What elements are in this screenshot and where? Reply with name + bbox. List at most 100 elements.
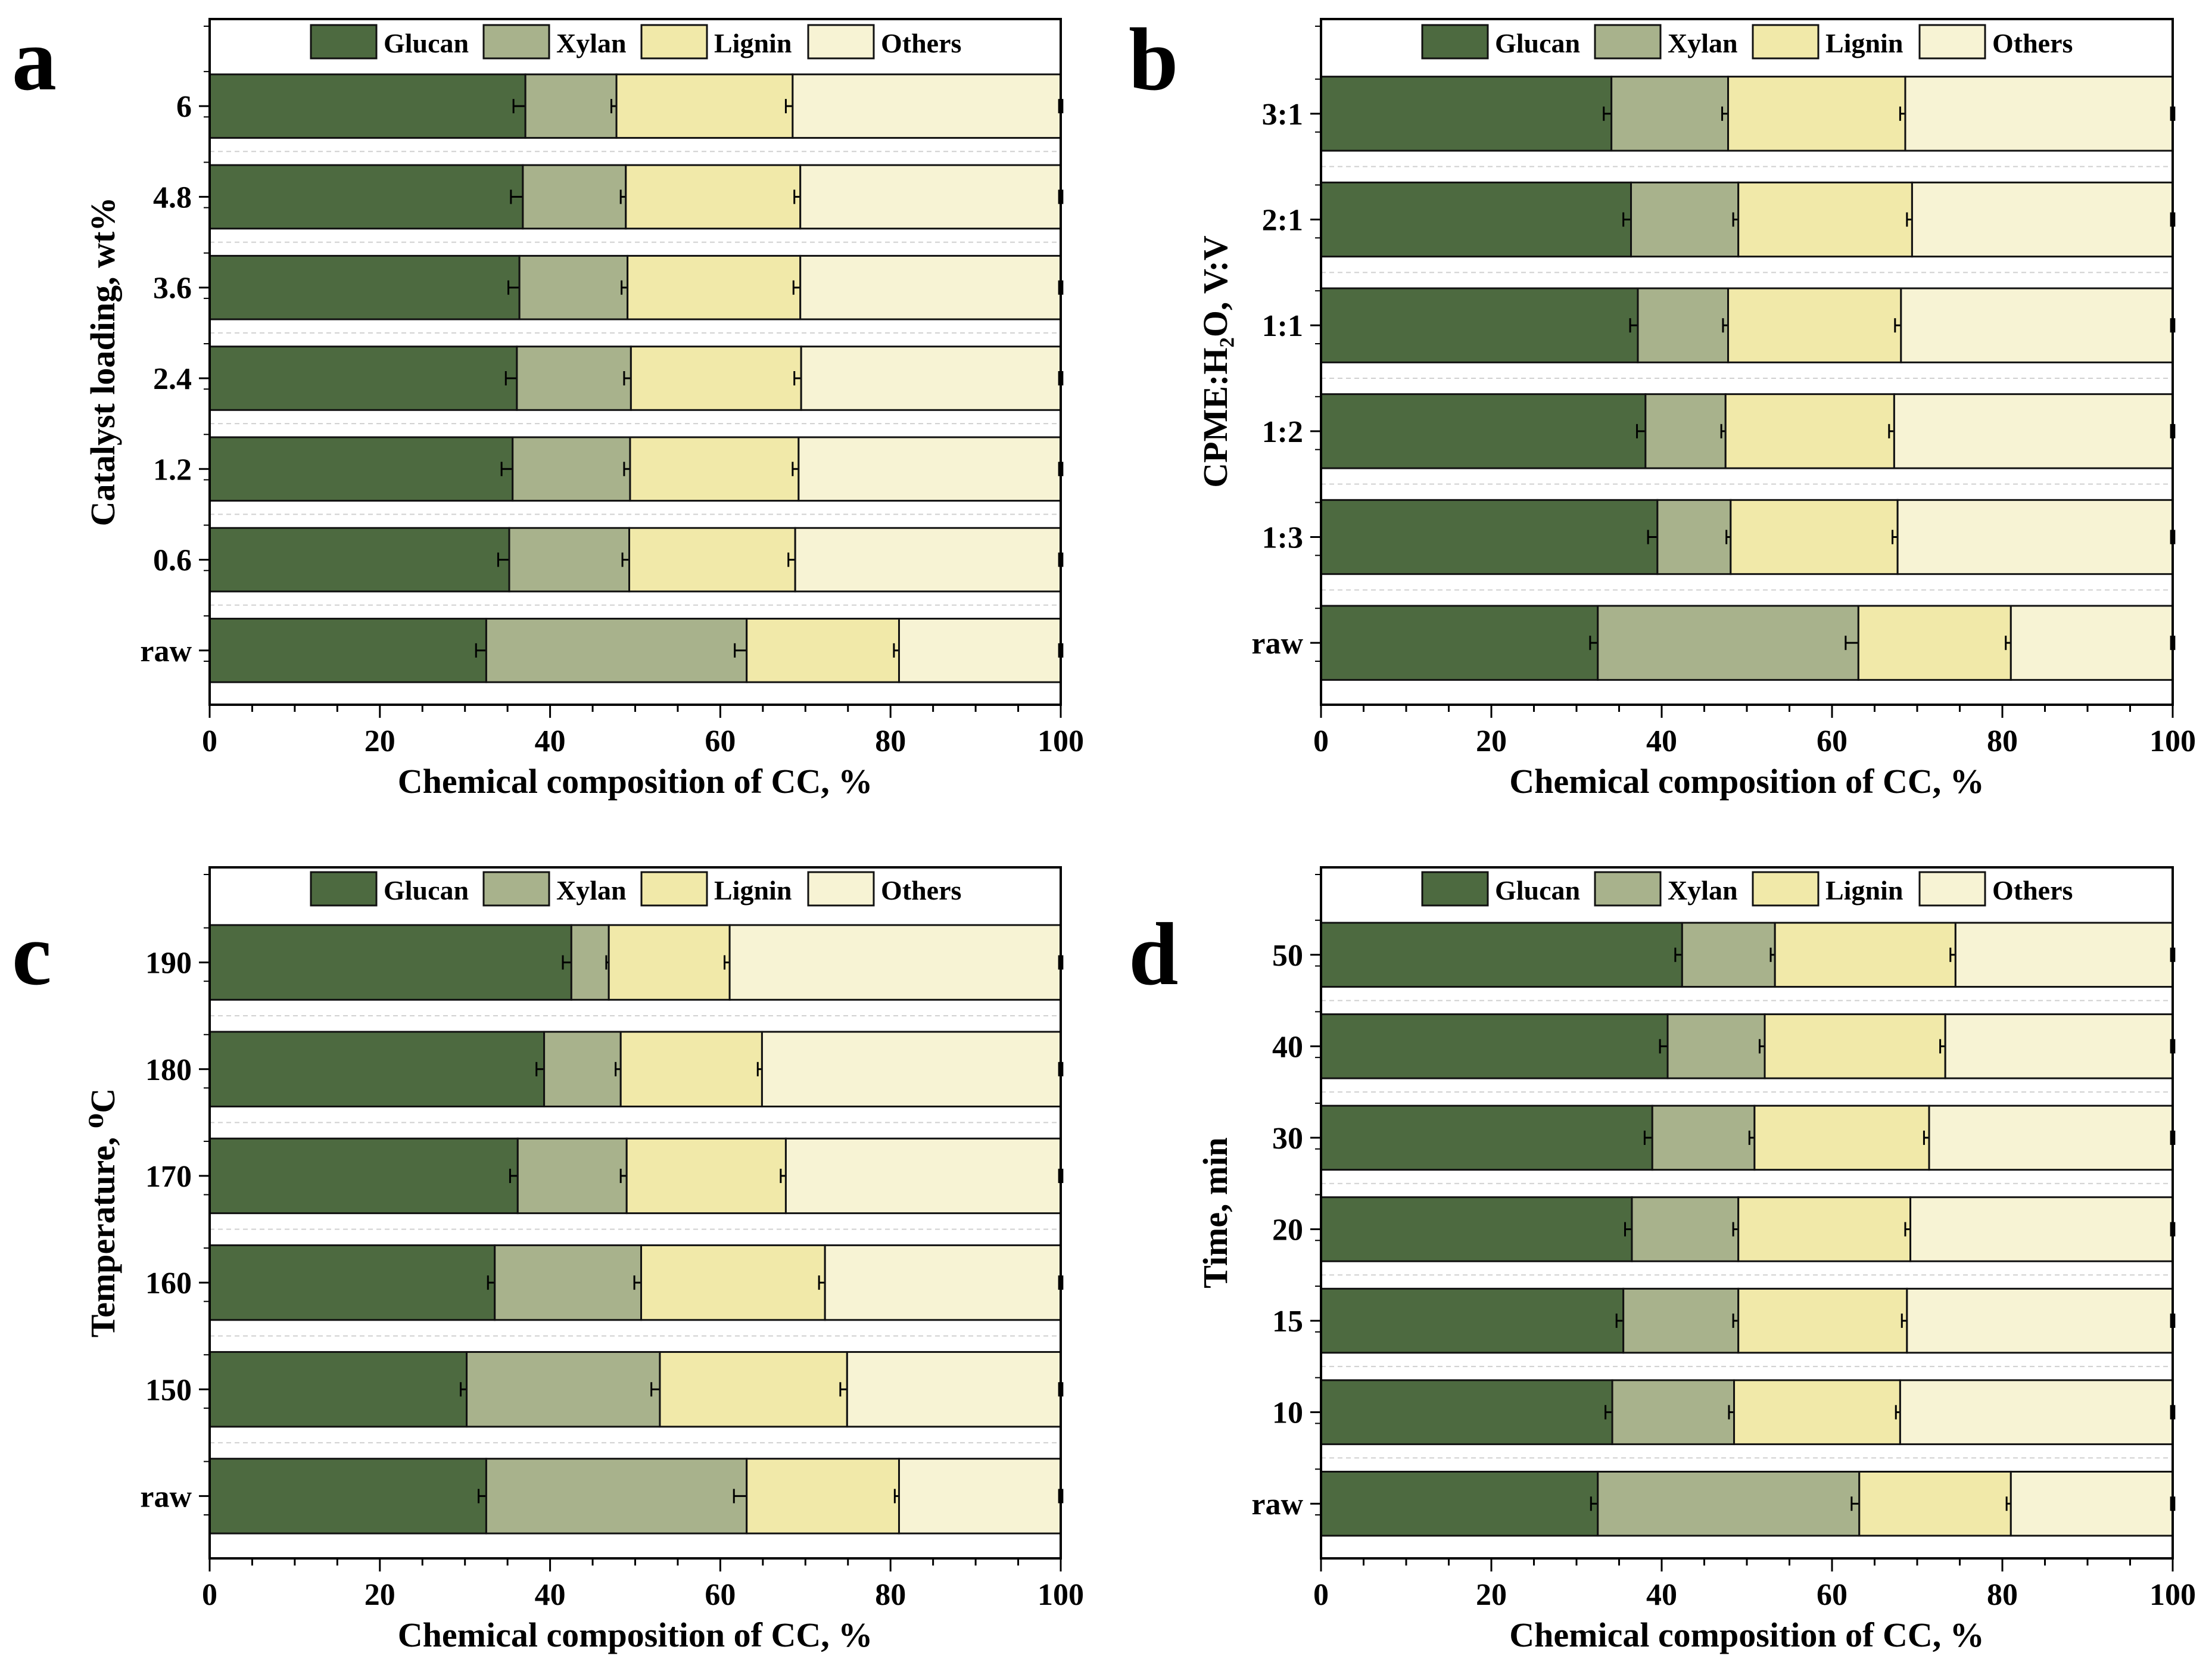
bar-segment-glucan xyxy=(1320,76,1613,152)
bar-segment-others xyxy=(1928,1104,2174,1171)
bar-segment-glucan xyxy=(1320,499,1659,575)
y-tick-label: 10 xyxy=(1272,1396,1303,1430)
x-tick-label: 80 xyxy=(1987,724,2018,758)
bar-segment-xylan xyxy=(1610,76,1730,152)
bar-segment-others xyxy=(784,1137,1062,1215)
legend: Glucan Xylan Lignin Others xyxy=(1421,871,2073,907)
bar-segment-glucan xyxy=(208,924,572,1001)
legend-swatch-lignin xyxy=(640,871,708,907)
bar-segment-lignin xyxy=(746,618,900,683)
bar-segment-lignin xyxy=(1737,1196,1912,1262)
bar-segment-others xyxy=(1954,922,2174,988)
x-tick-label: 100 xyxy=(1038,1578,1084,1612)
bar-segment-lignin xyxy=(1857,605,2012,681)
bar-segment-others xyxy=(898,1458,1062,1535)
legend-label: Others xyxy=(881,875,961,905)
bar-segment-xylan xyxy=(1666,1013,1766,1079)
bar-segment-xylan xyxy=(485,1458,748,1535)
x-tick-label: 20 xyxy=(364,724,395,758)
bar-segment-others xyxy=(800,346,1062,411)
bar-segment-xylan xyxy=(466,1351,661,1428)
bar-segment-xylan xyxy=(1630,181,1740,258)
legend-swatch-xylan xyxy=(482,24,550,60)
bar-segment-xylan xyxy=(570,924,610,1001)
bar-segment-xylan xyxy=(516,346,632,411)
y-tick-label: 20 xyxy=(1272,1213,1303,1247)
legend-swatch-glucan xyxy=(310,871,378,907)
y-tick-label: 4.8 xyxy=(153,180,192,214)
panel-label: b xyxy=(1129,10,1178,109)
bar-segment-xylan xyxy=(1656,499,1732,575)
bar-segment-lignin xyxy=(615,73,794,139)
bar-segment-lignin xyxy=(1733,1379,1901,1445)
x-tick-label: 60 xyxy=(1817,724,1848,758)
bar-segment-others xyxy=(761,1031,1062,1107)
y-tick-label: 2:1 xyxy=(1262,204,1303,238)
y-tick-label: raw xyxy=(140,634,192,668)
x-tick-label: 0 xyxy=(202,724,217,758)
legend: Glucan Xylan Lignin Others xyxy=(1421,24,2073,60)
legend-swatch-glucan xyxy=(310,24,378,60)
bar-segment-lignin xyxy=(628,527,796,593)
bar-segment-xylan xyxy=(1611,1379,1736,1445)
legend-swatch-xylan xyxy=(1594,24,1662,60)
bar-segment-glucan xyxy=(1320,1104,1653,1171)
y-tick-label: 50 xyxy=(1272,939,1303,973)
bar-segment-xylan xyxy=(1622,1287,1740,1354)
legend: Glucan Xylan Lignin Others xyxy=(310,871,961,907)
bar-segment-xylan xyxy=(1644,393,1727,469)
y-tick-label: 30 xyxy=(1272,1122,1303,1156)
bar-segment-glucan xyxy=(208,164,524,230)
bar-segment-glucan xyxy=(1320,1379,1613,1445)
x-tick-label: 0 xyxy=(202,1578,217,1612)
legend-label: Others xyxy=(1992,28,2073,58)
bar-segment-glucan xyxy=(1320,605,1599,681)
panel-c: c raw 150 160 170 180 190 0 20 40 60 80 100 Chemical … xyxy=(12,866,1084,1654)
legend-swatch-lignin xyxy=(1752,24,1820,60)
bar-segment-others xyxy=(799,164,1062,230)
x-tick-label: 60 xyxy=(1817,1578,1848,1612)
legend-label: Glucan xyxy=(384,875,469,905)
legend-swatch-lignin xyxy=(640,24,708,60)
bar-segment-others xyxy=(2010,605,2174,681)
x-axis-title: Chemical composition of CC, % xyxy=(398,762,873,801)
x-tick-label: 40 xyxy=(1646,1578,1677,1612)
legend-label: Xylan xyxy=(1668,28,1738,58)
bar-segment-others xyxy=(846,1351,1062,1428)
bar-segment-glucan xyxy=(1320,1013,1669,1079)
y-tick-label: 160 xyxy=(145,1266,192,1300)
bar-segment-others xyxy=(1896,499,2174,575)
bar-segment-glucan xyxy=(1320,181,1632,258)
bar-segment-xylan xyxy=(1597,605,1859,681)
bar-segment-others xyxy=(1893,393,2174,469)
legend-swatch-glucan xyxy=(1421,871,1489,907)
x-axis-title: Chemical composition of CC, % xyxy=(398,1616,873,1654)
y-tick-label: 0.6 xyxy=(153,544,192,578)
bar-segment-others xyxy=(1899,1379,2174,1445)
legend-label: Glucan xyxy=(384,28,469,58)
bar-segment-others xyxy=(728,924,1062,1001)
bar-segment-xylan xyxy=(485,618,748,683)
bar-segment-lignin xyxy=(1774,922,1956,988)
bar-segment-others xyxy=(1909,1196,2174,1262)
bar-segment-lignin xyxy=(627,254,802,320)
bar-segment-xylan xyxy=(1637,287,1730,363)
bar-segment-xylan xyxy=(1651,1104,1756,1171)
bar-segment-glucan xyxy=(1320,1470,1599,1537)
y-tick-label: 2.4 xyxy=(153,362,192,396)
bar-segment-xylan xyxy=(1681,922,1776,988)
y-tick-label: 1:2 xyxy=(1262,415,1303,449)
bar-segment-lignin xyxy=(1727,76,1906,152)
bar-segment-glucan xyxy=(208,73,526,139)
bar-segment-others xyxy=(792,73,1062,139)
x-tick-label: 100 xyxy=(2149,724,2196,758)
x-tick-label: 100 xyxy=(1038,724,1084,758)
x-tick-label: 60 xyxy=(705,724,736,758)
legend-swatch-lignin xyxy=(1752,871,1820,907)
legend-swatch-others xyxy=(1918,24,1986,60)
bar-segment-glucan xyxy=(1320,922,1683,988)
y-tick-label: 3:1 xyxy=(1262,98,1303,132)
x-tick-label: 80 xyxy=(1987,1578,2018,1612)
panel-b: b raw 1:3 1:2 1:1 2:1 3:1 0 20 40 60 80 100 Chemical … xyxy=(1129,10,2196,801)
x-tick-label: 60 xyxy=(705,1578,736,1612)
